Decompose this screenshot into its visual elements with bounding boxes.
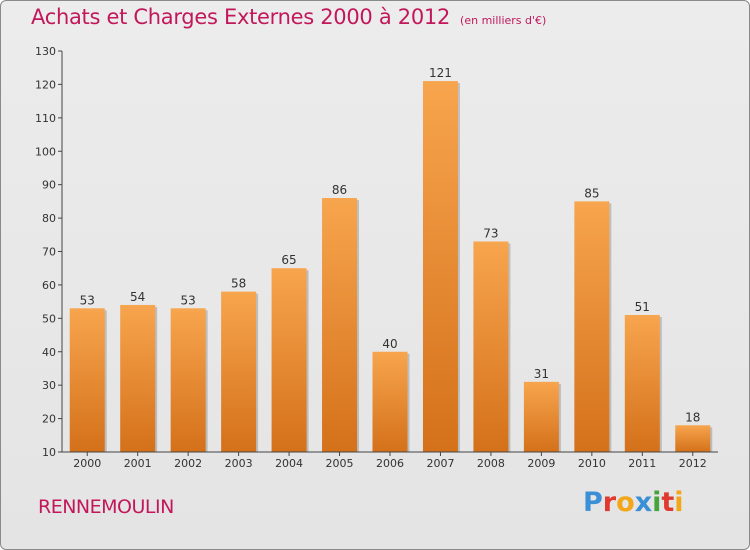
data-label: 58 xyxy=(231,277,246,291)
data-label: 53 xyxy=(80,293,95,307)
data-label: 40 xyxy=(382,337,397,351)
logo-letter: o xyxy=(616,487,635,518)
chart-title: Achats et Charges Externes 2000 à 2012 xyxy=(31,5,451,29)
data-label: 65 xyxy=(281,253,296,267)
bar-2001[interactable] xyxy=(120,304,156,452)
y-tick-label: 70 xyxy=(42,246,56,259)
x-tick-label: 2002 xyxy=(174,457,202,470)
x-tick-label: 2009 xyxy=(527,457,555,470)
y-tick-label: 20 xyxy=(42,413,56,426)
y-tick-label: 80 xyxy=(42,212,56,225)
bar-2012[interactable] xyxy=(675,425,711,452)
y-tick-label: 90 xyxy=(42,179,56,192)
bar-2006[interactable] xyxy=(372,351,408,452)
x-tick-label: 2011 xyxy=(628,457,656,470)
bar-2009[interactable] xyxy=(523,381,559,452)
data-label: 86 xyxy=(332,183,347,197)
proxiti-logo[interactable]: Proxiti xyxy=(583,487,684,518)
bar-2004[interactable] xyxy=(271,268,307,452)
y-tick-label: 40 xyxy=(42,346,56,359)
bar-2008[interactable] xyxy=(473,241,509,452)
x-tick-label: 2007 xyxy=(426,457,454,470)
bar-2003[interactable] xyxy=(221,291,257,452)
x-tick-label: 2012 xyxy=(679,457,707,470)
x-tick-label: 2001 xyxy=(124,457,152,470)
chart-title-block: Achats et Charges Externes 2000 à 2012 (e… xyxy=(31,5,546,29)
y-tick-label: 10 xyxy=(42,446,56,459)
y-tick-label: 110 xyxy=(35,112,56,125)
y-tick-label: 100 xyxy=(35,145,56,158)
y-tick-label: 130 xyxy=(35,45,56,58)
x-tick-label: 2004 xyxy=(275,457,303,470)
x-tick-label: 2010 xyxy=(578,457,606,470)
y-tick-label: 30 xyxy=(42,379,56,392)
x-tick-label: 2000 xyxy=(73,457,101,470)
bar-2011[interactable] xyxy=(624,314,660,452)
data-label: 53 xyxy=(181,293,196,307)
logo-letter: x xyxy=(634,487,653,518)
data-label: 121 xyxy=(429,66,452,80)
logo-letter: i xyxy=(652,487,662,518)
logo-letter: P xyxy=(583,487,603,518)
logo-letter: t xyxy=(661,487,675,518)
logo-letter: i xyxy=(674,487,684,518)
x-tick-label: 2008 xyxy=(477,457,505,470)
data-label: 18 xyxy=(685,410,700,424)
bar-2010[interactable] xyxy=(574,201,610,452)
y-axis: 10 20 30 40 50 60 70 80 90 100 110 120 130 xyxy=(35,45,63,459)
bar-2002[interactable] xyxy=(170,308,206,452)
data-label: 85 xyxy=(584,186,599,200)
data-label: 73 xyxy=(483,226,498,240)
x-tick-label: 2006 xyxy=(376,457,404,470)
bar-2007[interactable] xyxy=(422,81,458,452)
logo-letter: r xyxy=(602,487,617,518)
y-tick-label: 50 xyxy=(42,312,56,325)
chart-subtitle: (en milliers d'€) xyxy=(460,14,547,27)
y-tick-label: 120 xyxy=(35,78,56,91)
x-tick-label: 2003 xyxy=(225,457,253,470)
x-tick-label: 2005 xyxy=(326,457,354,470)
bar-2000[interactable] xyxy=(69,308,105,452)
bar-series: 53 54 53 58 65 86 40 121 73 31 85 51 18 xyxy=(69,66,713,452)
data-label: 54 xyxy=(130,290,145,304)
y-tick-label: 60 xyxy=(42,279,56,292)
data-label: 31 xyxy=(534,367,549,381)
commune-name: RENNEMOULIN xyxy=(38,496,174,518)
bar-2005[interactable] xyxy=(322,198,358,452)
data-label: 51 xyxy=(635,300,650,314)
x-axis: 2000 2001 2002 2003 2004 2005 2006 2007 2008 2009… xyxy=(62,451,718,470)
